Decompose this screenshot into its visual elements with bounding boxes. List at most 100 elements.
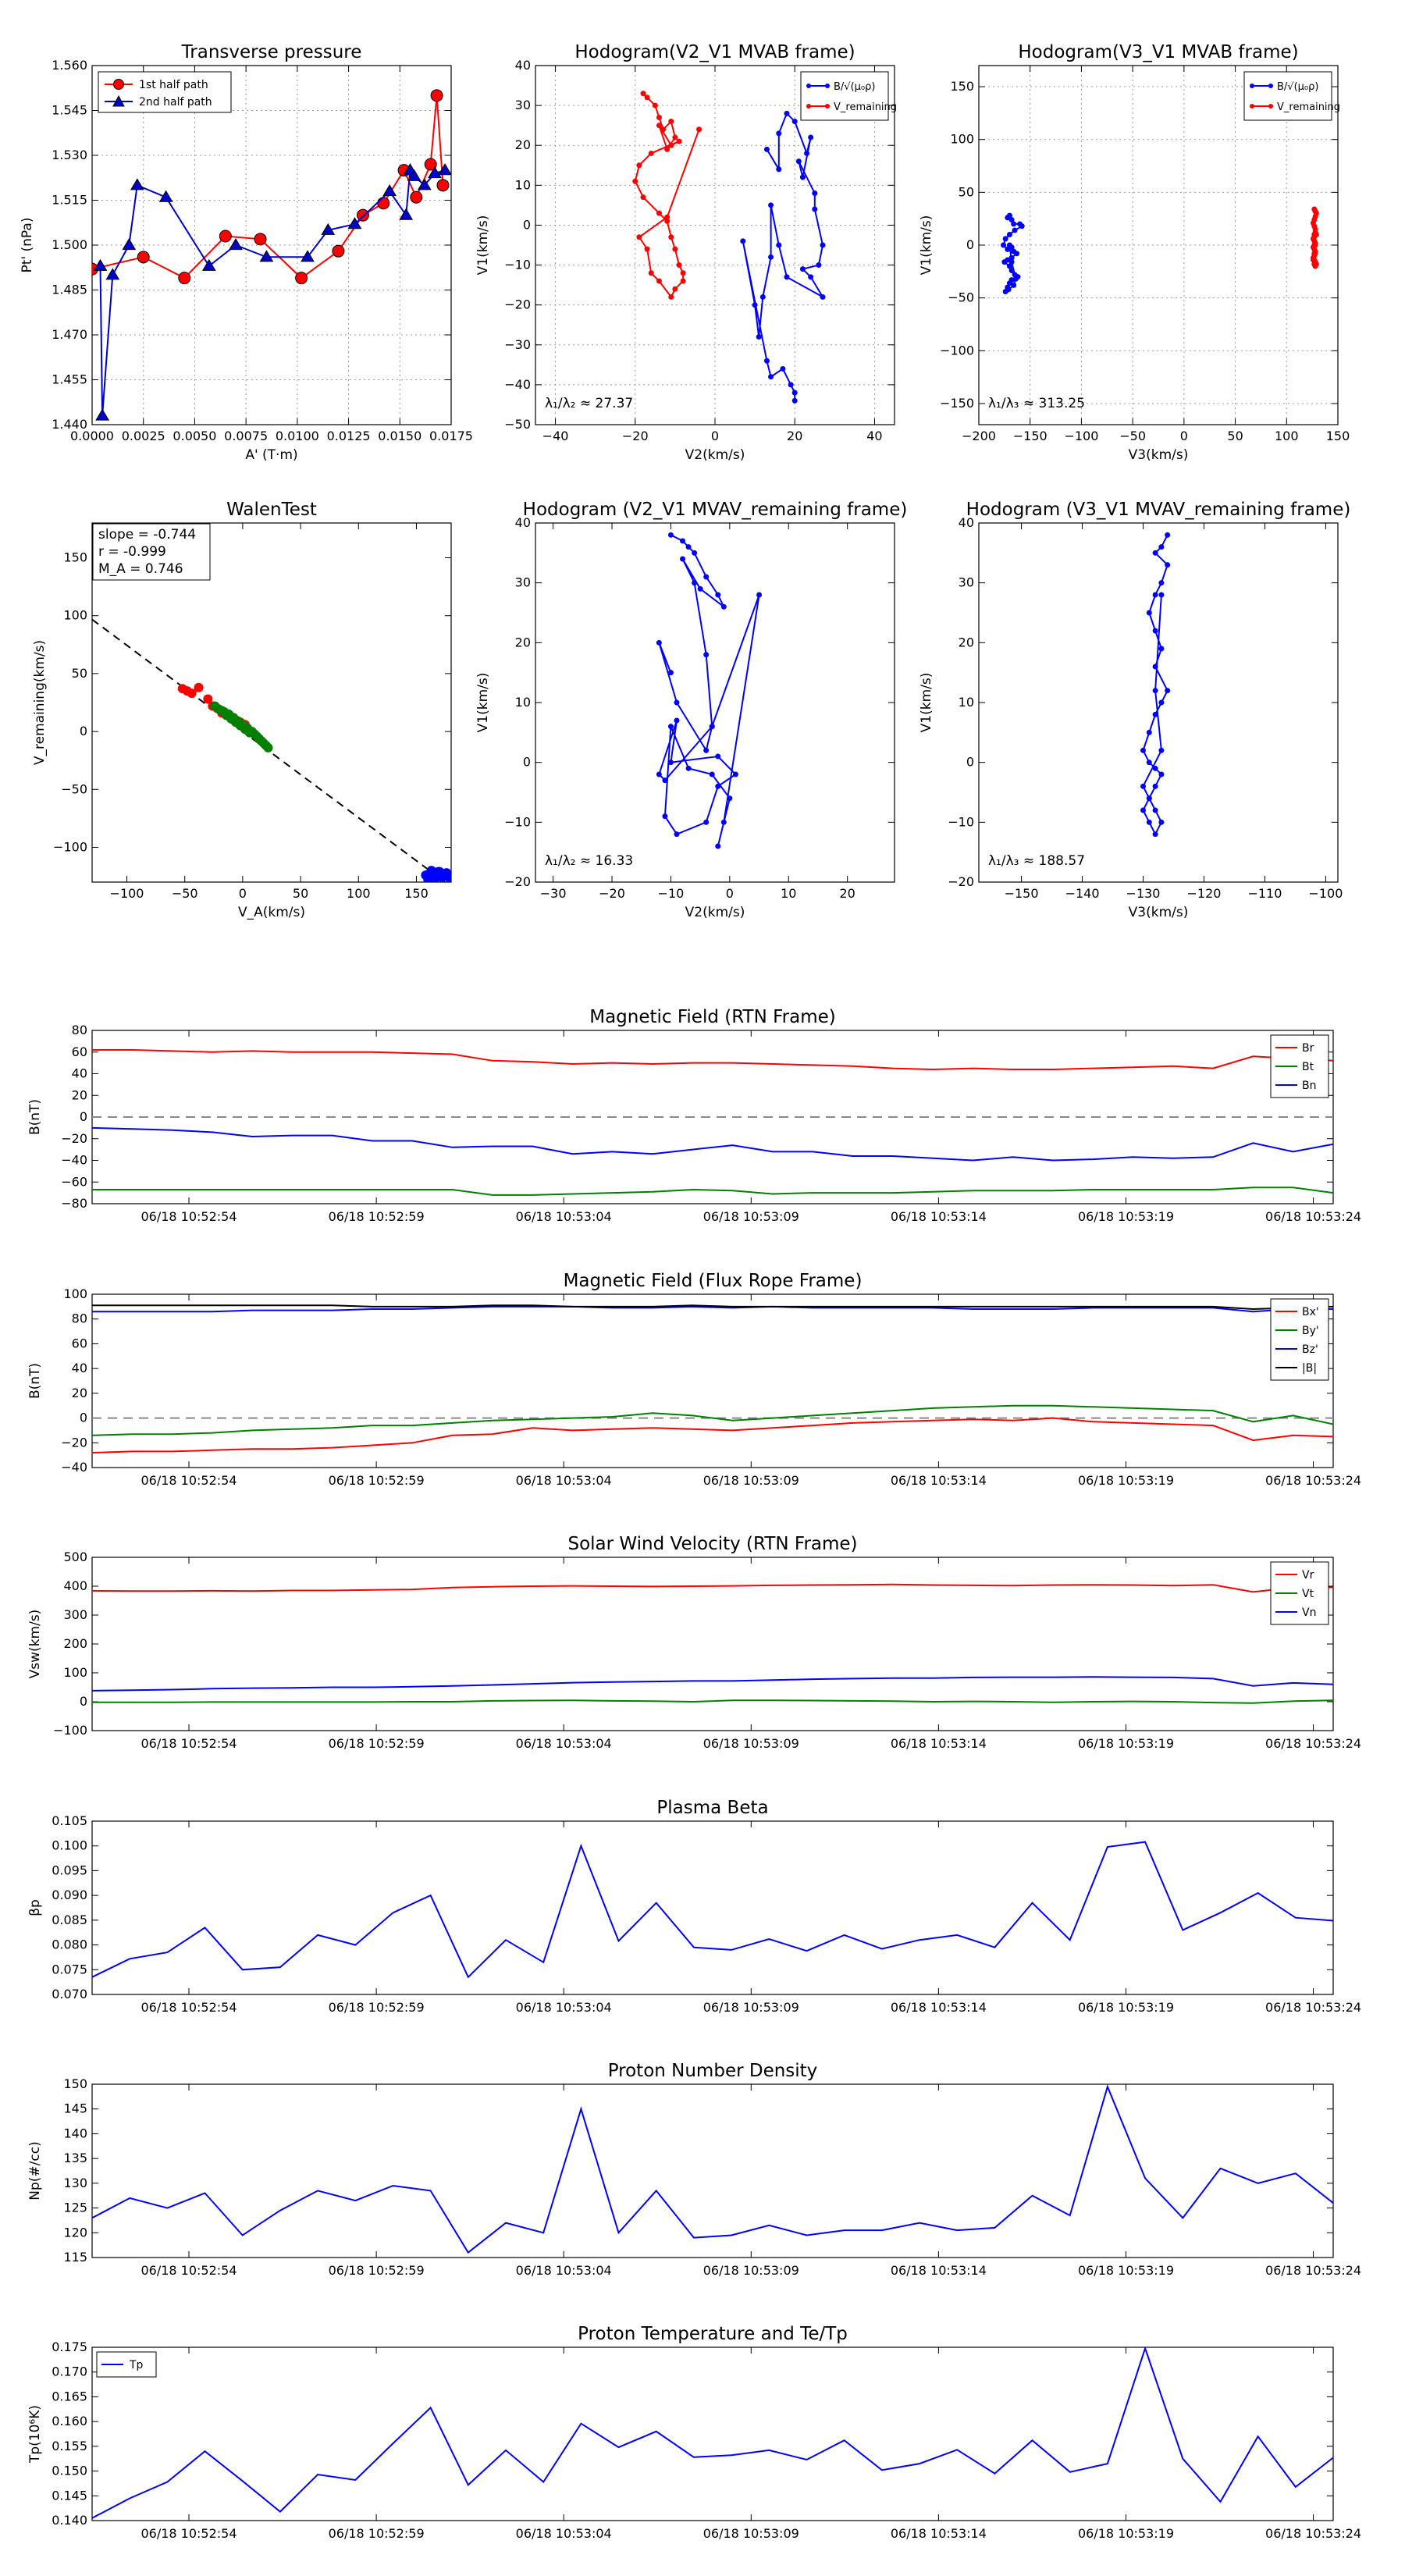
data-point (664, 218, 670, 224)
y-tick-label: −40 (61, 1153, 87, 1168)
data-point-circle (254, 233, 267, 246)
data-point-circle (410, 190, 423, 204)
data-point (816, 262, 822, 269)
data-point-triangle (201, 258, 216, 271)
y-tick-label: 40 (959, 515, 974, 530)
plot-area-hodo_v3v1_mvav (1140, 532, 1171, 838)
x-tick-label: 0.0125 (327, 429, 371, 443)
y-tick-label: 0.090 (52, 1888, 87, 1902)
x-tick-label: −100 (110, 886, 144, 901)
y-tick-label: 1.455 (52, 372, 87, 387)
legend-marker (1268, 104, 1273, 109)
y-axis-label: Vsw(km/s) (27, 1610, 43, 1679)
series-line-Vt (92, 1699, 1333, 1704)
chart-title: WalenTest (226, 500, 317, 520)
plot-frame (91, 1557, 1334, 1731)
y-tick-label: −40 (504, 377, 531, 392)
data-point (685, 765, 692, 771)
eigenvalue-ratio: λ₁/λ₂ ≈ 16.33 (545, 853, 633, 869)
data-point (660, 126, 667, 133)
data-point (1152, 711, 1158, 717)
data-point (1311, 251, 1318, 257)
y-tick-label: 1.485 (52, 283, 87, 297)
data-point (644, 246, 650, 252)
data-point (1158, 592, 1165, 598)
chart-title: Proton Number Density (608, 2061, 818, 2081)
legend-marker (825, 104, 830, 109)
data-point (720, 603, 727, 610)
series-line-Vn (92, 1676, 1333, 1692)
x-tick-label: 06/18 10:52:54 (140, 2526, 237, 2541)
legend-label: V_remaining (1277, 101, 1340, 113)
x-tick-label: 06/18 10:53:24 (1265, 2526, 1361, 2541)
data-point (788, 382, 794, 388)
x-tick-label: 0.0025 (122, 429, 165, 443)
data-point (1146, 795, 1152, 802)
x-tick-label: 0 (1180, 429, 1188, 443)
chart-title: Transverse pressure (181, 42, 362, 62)
data-point (203, 694, 213, 704)
data-point (1140, 747, 1147, 753)
data-point-circle (332, 244, 345, 258)
data-point (648, 150, 654, 156)
y-tick-label: 10 (515, 695, 531, 710)
eigenvalue-ratio: λ₁/λ₃ ≈ 188.57 (988, 853, 1085, 869)
data-point-triangle (382, 184, 397, 197)
data-point (727, 795, 733, 802)
data-point (808, 274, 814, 280)
legend-label: Bt (1302, 1061, 1314, 1073)
data-point (703, 574, 710, 580)
data-point (664, 214, 670, 220)
data-point (667, 670, 674, 676)
stats-line: slope = -0.744 (98, 527, 196, 543)
data-point (667, 532, 674, 538)
x-tick-label: 06/18 10:53:04 (516, 1736, 612, 1751)
eigenvalue-ratio: λ₁/λ₂ ≈ 27.37 (545, 396, 633, 411)
x-tick-label: 06/18 10:52:54 (140, 1209, 237, 1224)
x-tick-label: −100 (1308, 886, 1343, 901)
legend-label: V_remaining (834, 101, 897, 113)
x-tick-label: 06/18 10:53:24 (1265, 1209, 1361, 1224)
plot-area-magnetic_rtn (92, 1049, 1333, 1196)
series-line-|B| (92, 1304, 1333, 1311)
eigenvalue-ratio: λ₁/λ₃ ≈ 313.25 (988, 396, 1085, 411)
y-tick-label: −20 (504, 874, 531, 889)
data-point (656, 210, 662, 216)
y-tick-label: 50 (959, 184, 974, 199)
x-tick-label: −50 (172, 886, 198, 901)
chart-title: Plasma Beta (656, 1798, 768, 1818)
data-point (664, 146, 670, 152)
x-tick-label: 06/18 10:53:09 (703, 2263, 799, 2278)
data-point (791, 397, 798, 404)
chart-title: Magnetic Field (RTN Frame) (589, 1007, 836, 1027)
legend-label: B/√(μ₀ρ) (834, 81, 875, 93)
data-point (652, 102, 658, 109)
x-tick-label: 06/18 10:53:19 (1078, 1473, 1174, 1488)
y-axis-label: V1(km/s) (475, 215, 491, 276)
x-tick-label: 06/18 10:53:24 (1265, 2263, 1361, 2278)
x-tick-label: 06/18 10:53:19 (1078, 2526, 1174, 2541)
data-point (791, 119, 798, 125)
x-tick-label: −30 (540, 886, 567, 901)
x-tick-label: 06/18 10:52:54 (140, 1473, 237, 1488)
x-axis-label: V2(km/s) (685, 905, 745, 920)
data-point (1011, 221, 1017, 227)
legend-label: Br (1302, 1042, 1314, 1055)
y-tick-label: 40 (72, 1066, 87, 1081)
data-point (1006, 212, 1012, 219)
x-tick-label: 06/18 10:53:24 (1265, 1736, 1361, 1751)
series-line-Tp (92, 2347, 1333, 2519)
data-point (740, 238, 746, 244)
y-tick-label: 0 (80, 1411, 87, 1425)
data-point-circle (178, 272, 191, 285)
y-tick-label: 40 (72, 1361, 87, 1375)
chart-title: Hodogram (V3_V1 MVAV_remaining frame) (966, 500, 1351, 520)
data-point (812, 190, 818, 197)
x-tick-label: 100 (1275, 429, 1299, 443)
y-tick-label: 0 (523, 755, 531, 770)
series-line-Bt (92, 1187, 1333, 1196)
data-point-circle (219, 229, 232, 243)
data-point-triangle (105, 268, 120, 280)
x-axis-label: V_A(km/s) (238, 905, 305, 920)
data-point (1158, 699, 1165, 706)
